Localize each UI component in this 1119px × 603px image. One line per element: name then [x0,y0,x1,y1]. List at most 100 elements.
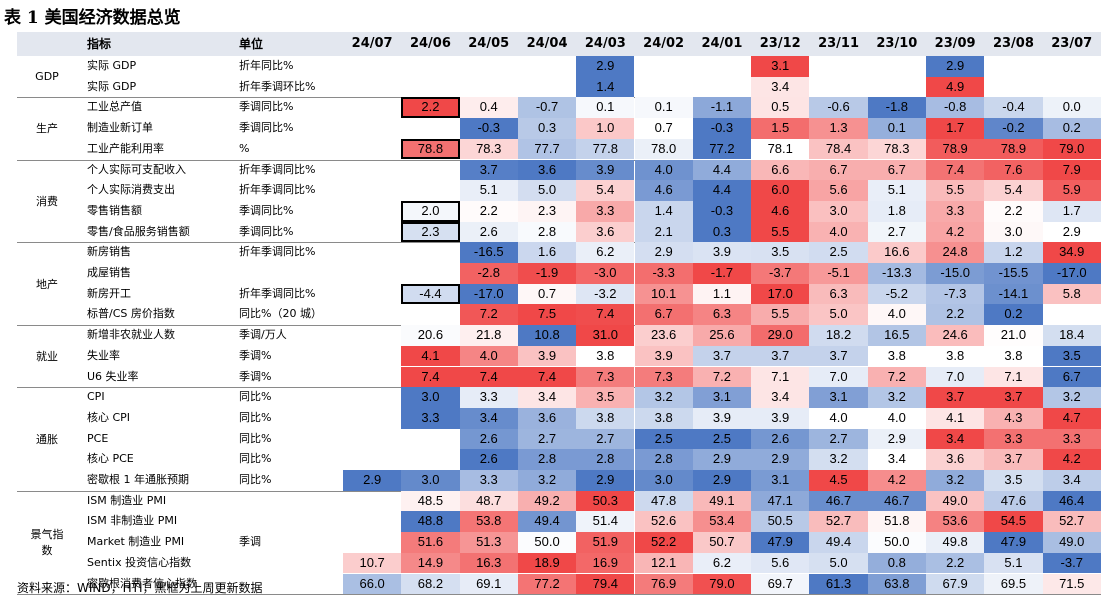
data-cell: -13.3 [867,263,926,284]
data-cell: 21.8 [459,325,518,346]
data-cell: 3.3 [459,387,518,408]
data-cell: -4.4 [401,283,460,305]
data-cell: 1.4 [576,76,635,98]
category-label: 消费 [36,194,58,208]
indicator-name: U6 失业率 [87,369,139,383]
data-cell: 47.9 [984,532,1043,553]
indicator-unit: 折年季调同比% [239,162,316,176]
data-cell: 3.3 [984,428,1043,450]
data-cell: 2.5 [809,242,868,263]
data-cell: 7.4 [459,366,518,388]
header-indicator: 指标 [87,37,112,51]
data-cell: 3.2 [517,470,577,491]
data-cell: 3.2 [634,387,693,408]
data-cell: 2.9 [576,470,635,491]
data-cell: 23.6 [634,325,693,346]
data-cell: 1.8 [867,200,926,222]
category-label: 就业 [36,350,58,364]
indicator-name: 个人实际消费支出 [87,183,175,197]
data-cell: 4.4 [692,180,752,201]
category-label: 景气指数 [17,491,77,595]
updated-cell-highlight [401,200,460,222]
data-cell: 0.1 [634,97,693,119]
data-cell: -0.3 [459,118,518,139]
data-cell: 5.6 [809,180,868,201]
data-cell: 6.6 [751,159,810,181]
indicator-name: 失业率 [87,348,120,362]
data-cell: 49.0 [926,490,985,512]
data-cell: 0.8 [867,552,926,574]
indicator-unit: 同比% [239,431,272,445]
data-cell: 14.9 [401,552,460,574]
data-cell: 78.0 [634,138,693,160]
indicator-name: 工业总产值 [87,100,142,114]
indicator-unit: 季调% [239,348,272,362]
data-cell: 71.5 [1042,573,1101,595]
indicator-unit: 折年同比% [239,59,294,72]
data-cell: 2.3 [401,221,460,243]
header-period: 24/06 [409,36,451,51]
data-cell: 1.5 [751,118,810,139]
data-cell: 3.4 [751,76,810,98]
data-cell: 50.7 [692,532,752,553]
data-cell: 2.2 [926,304,985,326]
data-cell: -0.6 [809,97,868,119]
indicator-unit: 季调同比% [239,121,294,135]
data-cell: 7.4 [926,159,985,181]
data-cell: 7.4 [576,304,635,326]
data-cell: 1.6 [517,242,577,263]
data-cell: 10.1 [634,283,693,305]
header-period: 24/03 [584,36,626,51]
data-cell: 2.3 [517,200,577,222]
data-cell: 6.0 [751,180,810,201]
data-cell: 1.2 [984,242,1043,263]
data-cell: 52.7 [809,511,868,533]
data-cell: 61.3 [809,573,868,595]
data-cell: 0.7 [634,118,693,139]
data-cell: 3.0 [634,470,693,491]
data-cell: 47.6 [984,490,1043,512]
data-cell: 0.2 [984,304,1043,326]
data-cell: 5.5 [926,180,985,201]
indicator-unit: % [239,141,250,155]
data-cell: 3.4 [926,428,985,450]
indicator-unit: 折年季调环比% [239,79,316,93]
data-cell: 3.9 [692,242,752,263]
data-cell: 51.8 [867,511,926,533]
data-cell: -14.1 [984,283,1043,305]
indicator-name: 新房销售 [87,245,131,259]
data-cell: -1.8 [867,97,926,119]
data-cell: 49.2 [517,490,577,512]
updated-cell-highlight [401,221,460,243]
data-cell: 4.0 [867,407,926,429]
data-cell: 7.1 [984,366,1043,388]
data-cell: 5.1 [867,180,926,201]
data-cell: 3.4 [867,449,926,470]
data-cell: 3.0 [401,470,460,491]
data-cell: 52.6 [634,511,693,533]
data-cell: -1.1 [692,97,752,119]
indicator-name: Market 制造业 PMI [87,535,185,549]
data-cell: 3.2 [1042,387,1101,408]
data-cell: 4.1 [926,407,985,429]
data-cell: 3.6 [517,159,577,181]
data-cell: -1.9 [517,263,577,284]
data-cell: 53.8 [459,511,518,533]
data-cell: 0.7 [517,283,577,305]
data-cell: 1.4 [634,200,693,222]
group-separator [17,594,1101,596]
indicator-unit: 折年季调同比% [239,286,316,300]
data-cell: 5.1 [984,552,1043,574]
data-cell: 3.6 [576,221,635,243]
data-cell: 63.8 [867,573,926,595]
data-cell: 4.3 [984,407,1043,429]
data-cell: 79.0 [1042,138,1101,160]
indicator-unit: 同比% [239,410,272,424]
data-cell: 5.4 [576,180,635,201]
data-cell: 0.0 [1042,97,1101,119]
data-cell: 4.2 [867,470,926,491]
data-cell: -15.0 [926,263,985,284]
data-cell: 3.4 [1042,470,1101,491]
data-cell: 3.3 [926,200,985,222]
data-cell: 12.1 [634,552,693,574]
